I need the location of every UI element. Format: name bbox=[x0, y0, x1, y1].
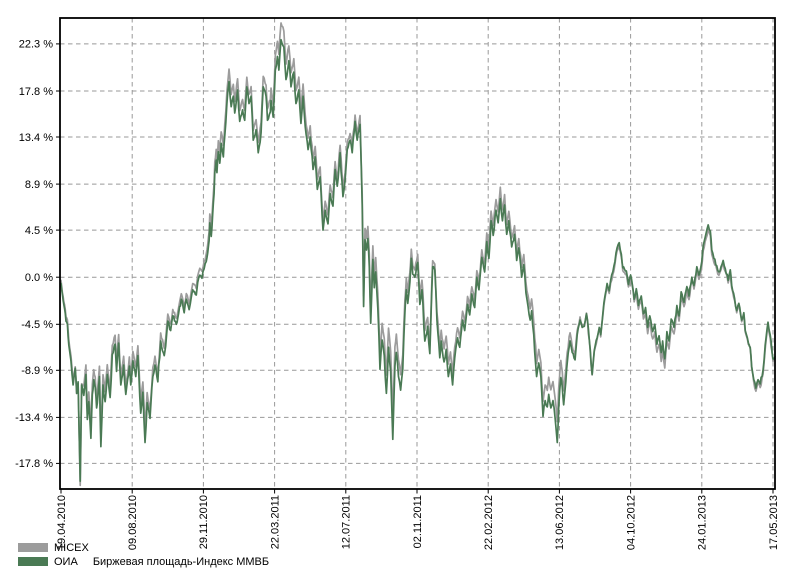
y-tick-label: -4.5 % bbox=[21, 319, 53, 331]
legend-item-oia: ОИА Биржевая площадь-Индекс ММВБ bbox=[18, 555, 270, 568]
y-axis-labels: 22.3 % 17.8 % 13.4 % 8.9 % 4.5 % 0.0 % -4.5 % -… bbox=[15, 39, 53, 471]
y-tick-label: 8.9 % bbox=[25, 179, 53, 191]
x-tick-label: 22.02.2012 bbox=[483, 495, 495, 550]
y-tick-label: -8.9 % bbox=[21, 365, 53, 377]
legend-label-micex: MICEX bbox=[54, 541, 89, 554]
y-tick-label: 22.3 % bbox=[19, 39, 53, 51]
y-tick-label: 13.4 % bbox=[19, 132, 53, 144]
x-tick-label: 29.11.2010 bbox=[198, 495, 210, 549]
series-line-oia bbox=[60, 38, 776, 483]
axis-ticks bbox=[56, 43, 774, 494]
x-tick-label: 13.06.2012 bbox=[554, 495, 566, 550]
series-lines bbox=[60, 22, 776, 487]
y-tick-label: 17.8 % bbox=[19, 86, 53, 98]
legend-item-micex: MICEX bbox=[18, 541, 269, 554]
x-tick-label: 19.04.2010 bbox=[56, 495, 68, 550]
legend-swatch-micex bbox=[18, 543, 48, 552]
legend-label-oia-full: Биржевая площадь-Индекс ММВБ bbox=[92, 555, 270, 568]
x-tick-label: 24.01.2013 bbox=[697, 495, 709, 550]
gridlines bbox=[60, 18, 775, 489]
y-tick-label: -17.8 % bbox=[15, 458, 53, 470]
y-tick-label: 0.0 % bbox=[25, 272, 53, 284]
legend-label-oia-short: ОИА bbox=[54, 555, 78, 568]
x-tick-label: 17.05.2013 bbox=[768, 495, 780, 550]
legend: MICEX ОИА Биржевая площадь-Индекс ММВБ bbox=[18, 542, 269, 570]
x-tick-label: 04.10.2012 bbox=[625, 495, 637, 550]
y-tick-label: -13.4 % bbox=[15, 412, 53, 424]
x-tick-label: 02.11.2011 bbox=[412, 495, 424, 548]
x-tick-label: 12.07.2011 bbox=[341, 495, 353, 549]
series-line-micex bbox=[60, 22, 776, 487]
legend-swatch-oia bbox=[18, 557, 48, 566]
x-tick-label: 09.08.2010 bbox=[127, 495, 139, 550]
x-axis-labels: 19.04.2010 09.08.2010 29.11.2010 22.03.2011… bbox=[56, 495, 780, 550]
x-tick-label: 22.03.2011 bbox=[269, 495, 281, 549]
y-tick-label: 4.5 % bbox=[25, 225, 53, 237]
